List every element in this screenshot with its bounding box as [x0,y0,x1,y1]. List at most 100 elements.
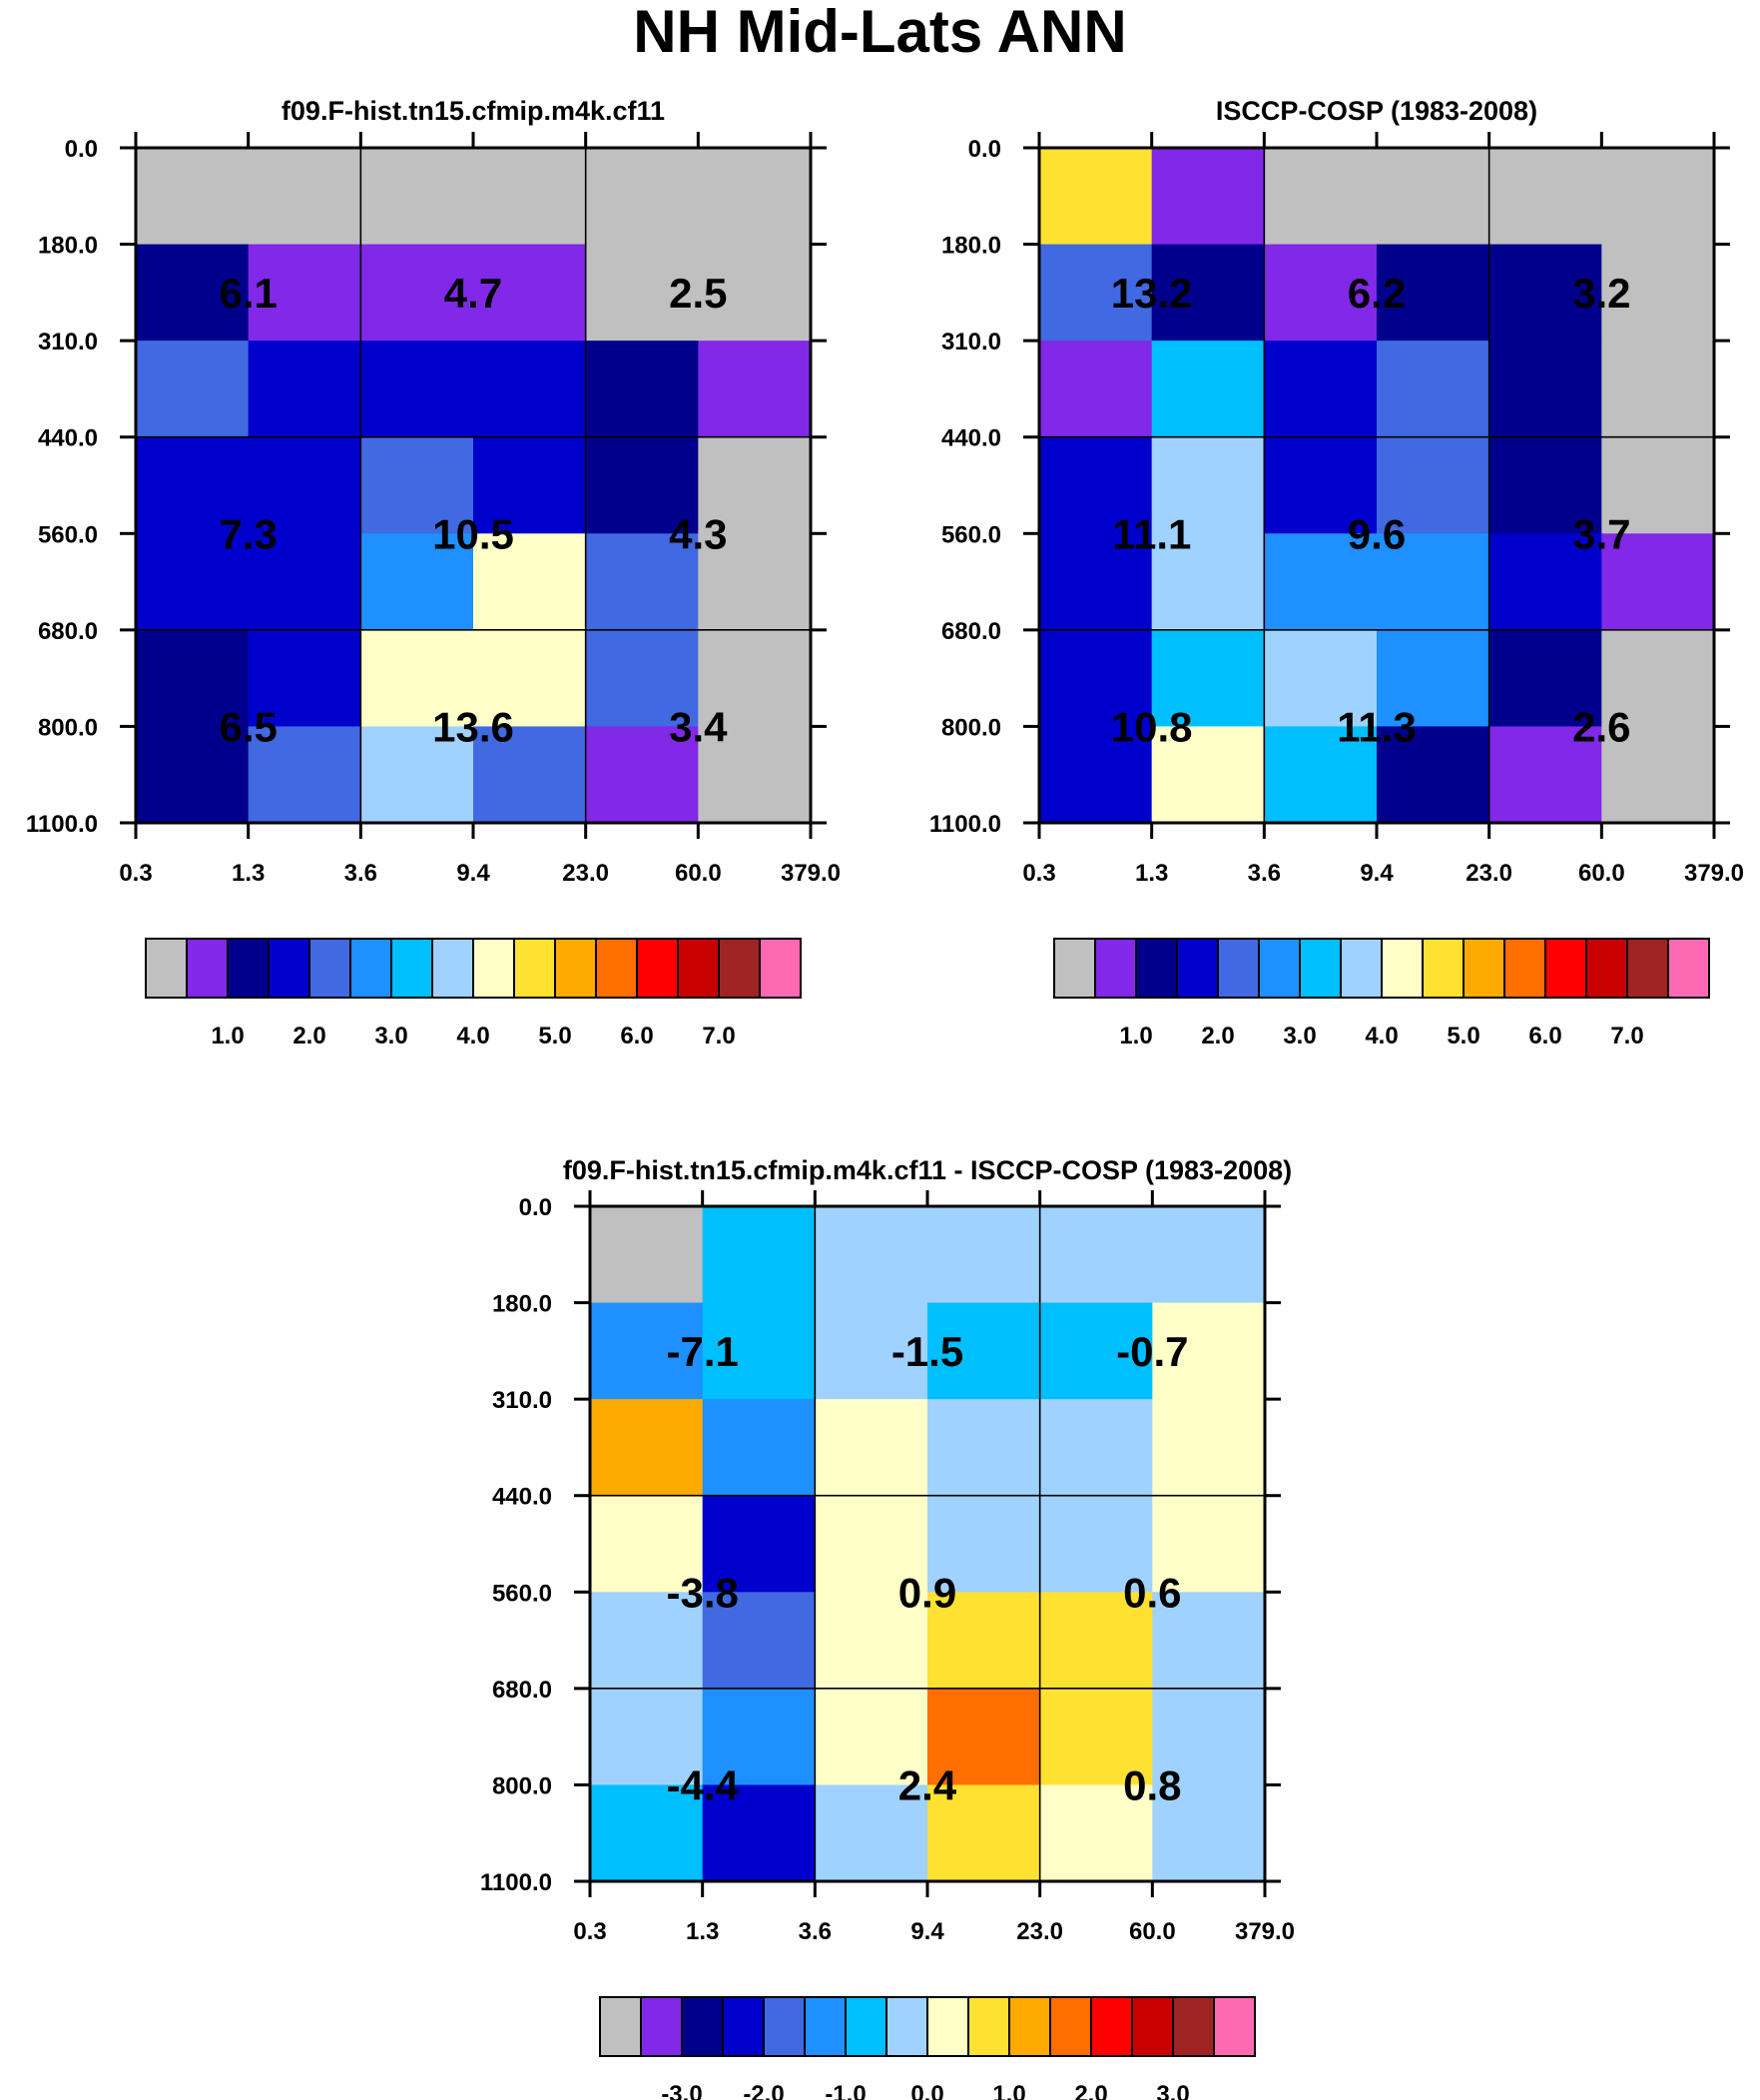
obs-cell [1039,244,1153,342]
model-panel: f09.F-hist.tn15.cfmip.m4k.cf11 0.0 180.0 31… [26,96,841,1050]
model-legend-swatch [718,938,761,999]
obs-cell [1039,726,1153,824]
diff-cell [590,1302,704,1400]
obs-y-tick-label: 310.0 [941,329,1001,355]
obs-box-value: 6.2 [1348,270,1406,317]
obs-cell [1264,533,1378,631]
model-cell [585,629,699,727]
diff-legend-label: 3.0 [1156,2081,1189,2100]
obs-legend-swatch [1176,938,1219,999]
diff-cell [590,1688,704,1785]
obs-cell [1377,436,1490,534]
diff-y-tick-label: 0.0 [519,1194,552,1221]
diff-legend-swatch [1131,1996,1174,2057]
diff-box-value: -4.4 [666,1761,739,1808]
model-y-tick-label: 560.0 [38,521,98,548]
diff-x-tick-label: 0.3 [573,1918,606,1945]
obs-box-value: 11.3 [1337,703,1416,750]
obs-y-tick-label: 440.0 [941,425,1001,452]
model-y-tick-label: 0.0 [65,136,98,163]
model-cell [585,341,699,438]
obs-legend-swatch [1503,938,1546,999]
obs-cell [1377,341,1490,438]
obs-cell [1377,148,1490,246]
obs-x-tick-label: 60.0 [1578,860,1625,887]
model-box-value: 13.6 [432,703,514,750]
model-cell [698,436,812,534]
model-legend-swatch [186,938,229,999]
obs-cell [1377,244,1490,342]
diff-cell [815,1206,928,1304]
model-box-value: 4.3 [669,510,727,557]
model-legend-label: 6.0 [620,1023,653,1050]
diff-cell [590,1592,704,1690]
model-cell [248,341,361,438]
obs-x-tick-label: 379.0 [1684,860,1744,887]
obs-cell [1264,629,1378,727]
obs-cell [1377,629,1490,727]
obs-cell [1601,244,1715,342]
diff-cell [590,1399,704,1497]
model-cell [473,244,587,342]
diff-cell [815,1399,928,1497]
model-cell [698,148,812,246]
diff-legend-swatch [1090,1996,1133,2057]
obs-cell [1601,726,1715,824]
diff-cell [590,1206,704,1304]
model-cell [136,341,250,438]
model-cell [248,148,361,246]
obs-y-tick-label: 180.0 [941,233,1001,260]
diff-box-value: 0.6 [1123,1569,1181,1616]
model-cell [360,533,474,631]
diff-cell [927,1399,1041,1497]
obs-cell [1039,533,1153,631]
obs-cell [1264,244,1378,342]
model-box-value: 3.4 [669,703,728,750]
diff-panel: f09.F-hist.tn15.cfmip.m4k.cf11 - ISCCP-C… [480,1155,1295,2100]
diff-legend-swatch [926,1996,969,2057]
diff-cell [927,1495,1041,1593]
diff-legend-swatch [681,1996,724,2057]
model-legend-swatch [227,938,270,999]
diff-y-tick-label: 560.0 [492,1580,552,1607]
obs-y-tick-label: 560.0 [941,521,1001,548]
model-cell [473,436,587,534]
obs-legend-label: 7.0 [1610,1023,1643,1050]
obs-cell [1488,244,1602,342]
diff-box-value: -0.7 [1116,1328,1188,1375]
model-legend-label: 3.0 [374,1023,407,1050]
diff-x-tick-label: 379.0 [1235,1918,1295,1945]
model-legend-swatch [677,938,720,999]
diff-cell [1152,1302,1266,1400]
diff-cell [927,1206,1041,1304]
diff-y-tick-label: 1100.0 [480,1869,552,1896]
model-title: f09.F-hist.tn15.cfmip.m4k.cf11 [282,96,665,126]
obs-cell [1601,341,1715,438]
obs-box-value: 11.1 [1112,510,1191,557]
diff-cell [1152,1592,1266,1690]
diff-x-tick-label: 1.3 [686,1918,719,1945]
model-x-tick-label: 60.0 [675,860,722,887]
obs-x-tick-label: 23.0 [1466,860,1512,887]
diff-legend-swatch [1172,1996,1215,2057]
obs-x-tick-label: 0.3 [1022,860,1055,887]
obs-legend-swatch [1135,938,1178,999]
model-cell [248,436,361,534]
model-legend-swatch [472,938,515,999]
diff-legend-swatch [1008,1996,1051,2057]
model-y-tick-label: 1100.0 [26,811,98,838]
model-legend-swatch [554,938,597,999]
model-legend-swatch [513,938,556,999]
diff-legend-swatch [845,1996,887,2057]
model-legend-label: 2.0 [293,1023,325,1050]
obs-cell [1039,629,1153,727]
obs-cell [1151,629,1265,727]
diff-cell [590,1495,704,1593]
model-box-value: 10.5 [432,510,514,557]
model-box-value: 7.3 [219,510,277,557]
obs-title: ISCCP-COSP (1983-2008) [1216,96,1537,126]
model-legend-swatch [636,938,679,999]
model-cell [473,533,587,631]
model-legend-label: 4.0 [456,1023,489,1050]
